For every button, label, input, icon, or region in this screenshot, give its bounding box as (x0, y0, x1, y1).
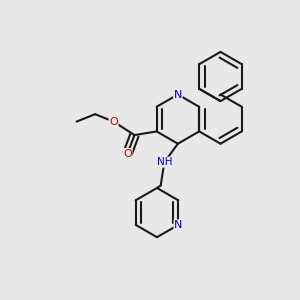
Text: N: N (174, 89, 182, 100)
Text: N: N (174, 220, 182, 230)
Text: O: O (109, 117, 118, 127)
Text: O: O (123, 148, 132, 158)
Text: NH: NH (157, 157, 172, 167)
